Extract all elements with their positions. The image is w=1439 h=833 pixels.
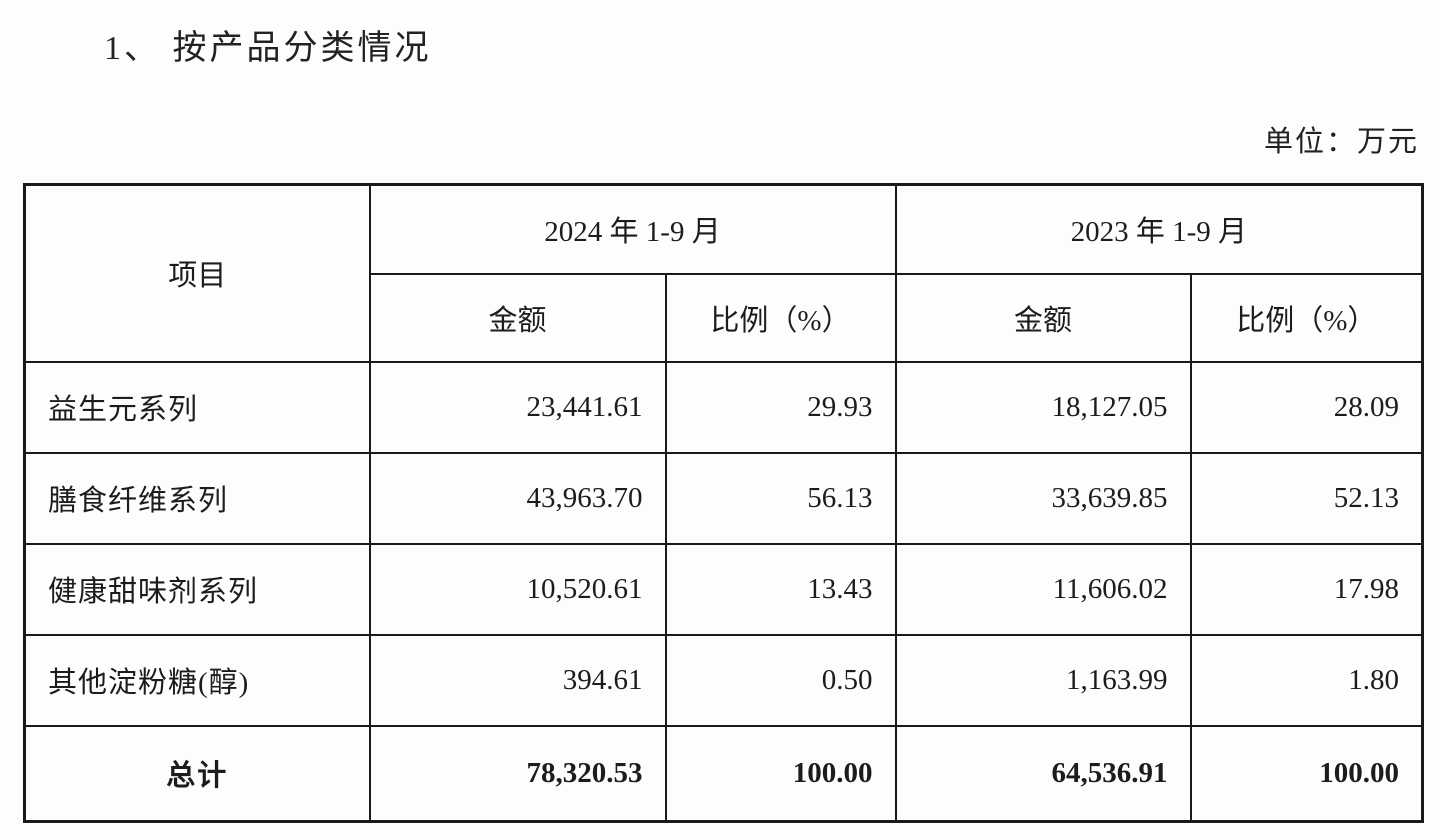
unit-label: 单位：万元 <box>1263 126 1419 158</box>
table-row-total: 总计 78,320.53 100.00 64,536.91 100.00 <box>23 724 1424 823</box>
header-ratio-2023: 比例（%） <box>1189 272 1424 363</box>
cell-amount-2024: 394.61 <box>368 633 667 727</box>
cell-amount-2024: 23,441.61 <box>368 360 667 454</box>
header-row-periods: 项目 2024 年 1-9 月 2023 年 1-9 月 <box>23 183 1424 363</box>
cell-ratio-2024: 13.43 <box>664 542 897 636</box>
header-row-sub: 金额 比例（%） 金额 比例（%） <box>25 272 1424 363</box>
total-label: 总计 <box>23 724 371 823</box>
row-name: 益生元系列 <box>23 360 371 454</box>
row-name: 健康甜味剂系列 <box>23 542 371 636</box>
cell-ratio-2023: 1.80 <box>1189 633 1424 727</box>
header-amount-2023: 金额 <box>894 272 1192 363</box>
table-row-prebiotics: 益生元系列 23,441.61 29.93 18,127.05 28.09 <box>23 360 1424 454</box>
cell-amount-2023: 18,127.05 <box>894 360 1192 454</box>
header-period-2023: 2023 年 1-9 月 <box>894 183 1424 275</box>
header-item: 项目 <box>23 183 371 363</box>
header-ratio-2024: 比例（%） <box>664 272 897 363</box>
page-title: 1、 按产品分类情况 <box>104 30 432 67</box>
cell-ratio-2024: 56.13 <box>664 451 897 545</box>
table-row-dietary-fiber: 膳食纤维系列 43,963.70 56.13 33,639.85 52.13 <box>23 451 1424 545</box>
table-row-sweetener: 健康甜味剂系列 10,520.61 13.43 11,606.02 17.98 <box>23 542 1424 636</box>
cell-ratio-2024: 0.50 <box>664 633 897 727</box>
cell-ratio-2023: 17.98 <box>1189 542 1424 636</box>
total-ratio-2023: 100.00 <box>1189 724 1424 823</box>
product-classification-table: 项目 2024 年 1-9 月 2023 年 1-9 月 金额 比例（%） 金额… <box>23 183 1425 823</box>
cell-amount-2023: 33,639.85 <box>894 451 1192 545</box>
table-row-other-starch-sugar: 其他淀粉糖(醇) 394.61 0.50 1,163.99 1.80 <box>23 633 1424 727</box>
cell-ratio-2023: 28.09 <box>1189 360 1424 454</box>
cell-ratio-2023: 52.13 <box>1189 451 1424 545</box>
row-name: 其他淀粉糖(醇) <box>23 633 371 727</box>
total-ratio-2024: 100.00 <box>664 724 897 823</box>
header-amount-2024: 金额 <box>368 272 667 363</box>
cell-amount-2023: 11,606.02 <box>894 542 1192 636</box>
total-amount-2024: 78,320.53 <box>368 724 667 823</box>
header-period-2024: 2024 年 1-9 月 <box>368 183 897 275</box>
cell-amount-2024: 10,520.61 <box>368 542 667 636</box>
total-amount-2023: 64,536.91 <box>894 724 1192 823</box>
cell-amount-2024: 43,963.70 <box>368 451 667 545</box>
cell-amount-2023: 1,163.99 <box>894 633 1192 727</box>
cell-ratio-2024: 29.93 <box>664 360 897 454</box>
row-name: 膳食纤维系列 <box>23 451 371 545</box>
